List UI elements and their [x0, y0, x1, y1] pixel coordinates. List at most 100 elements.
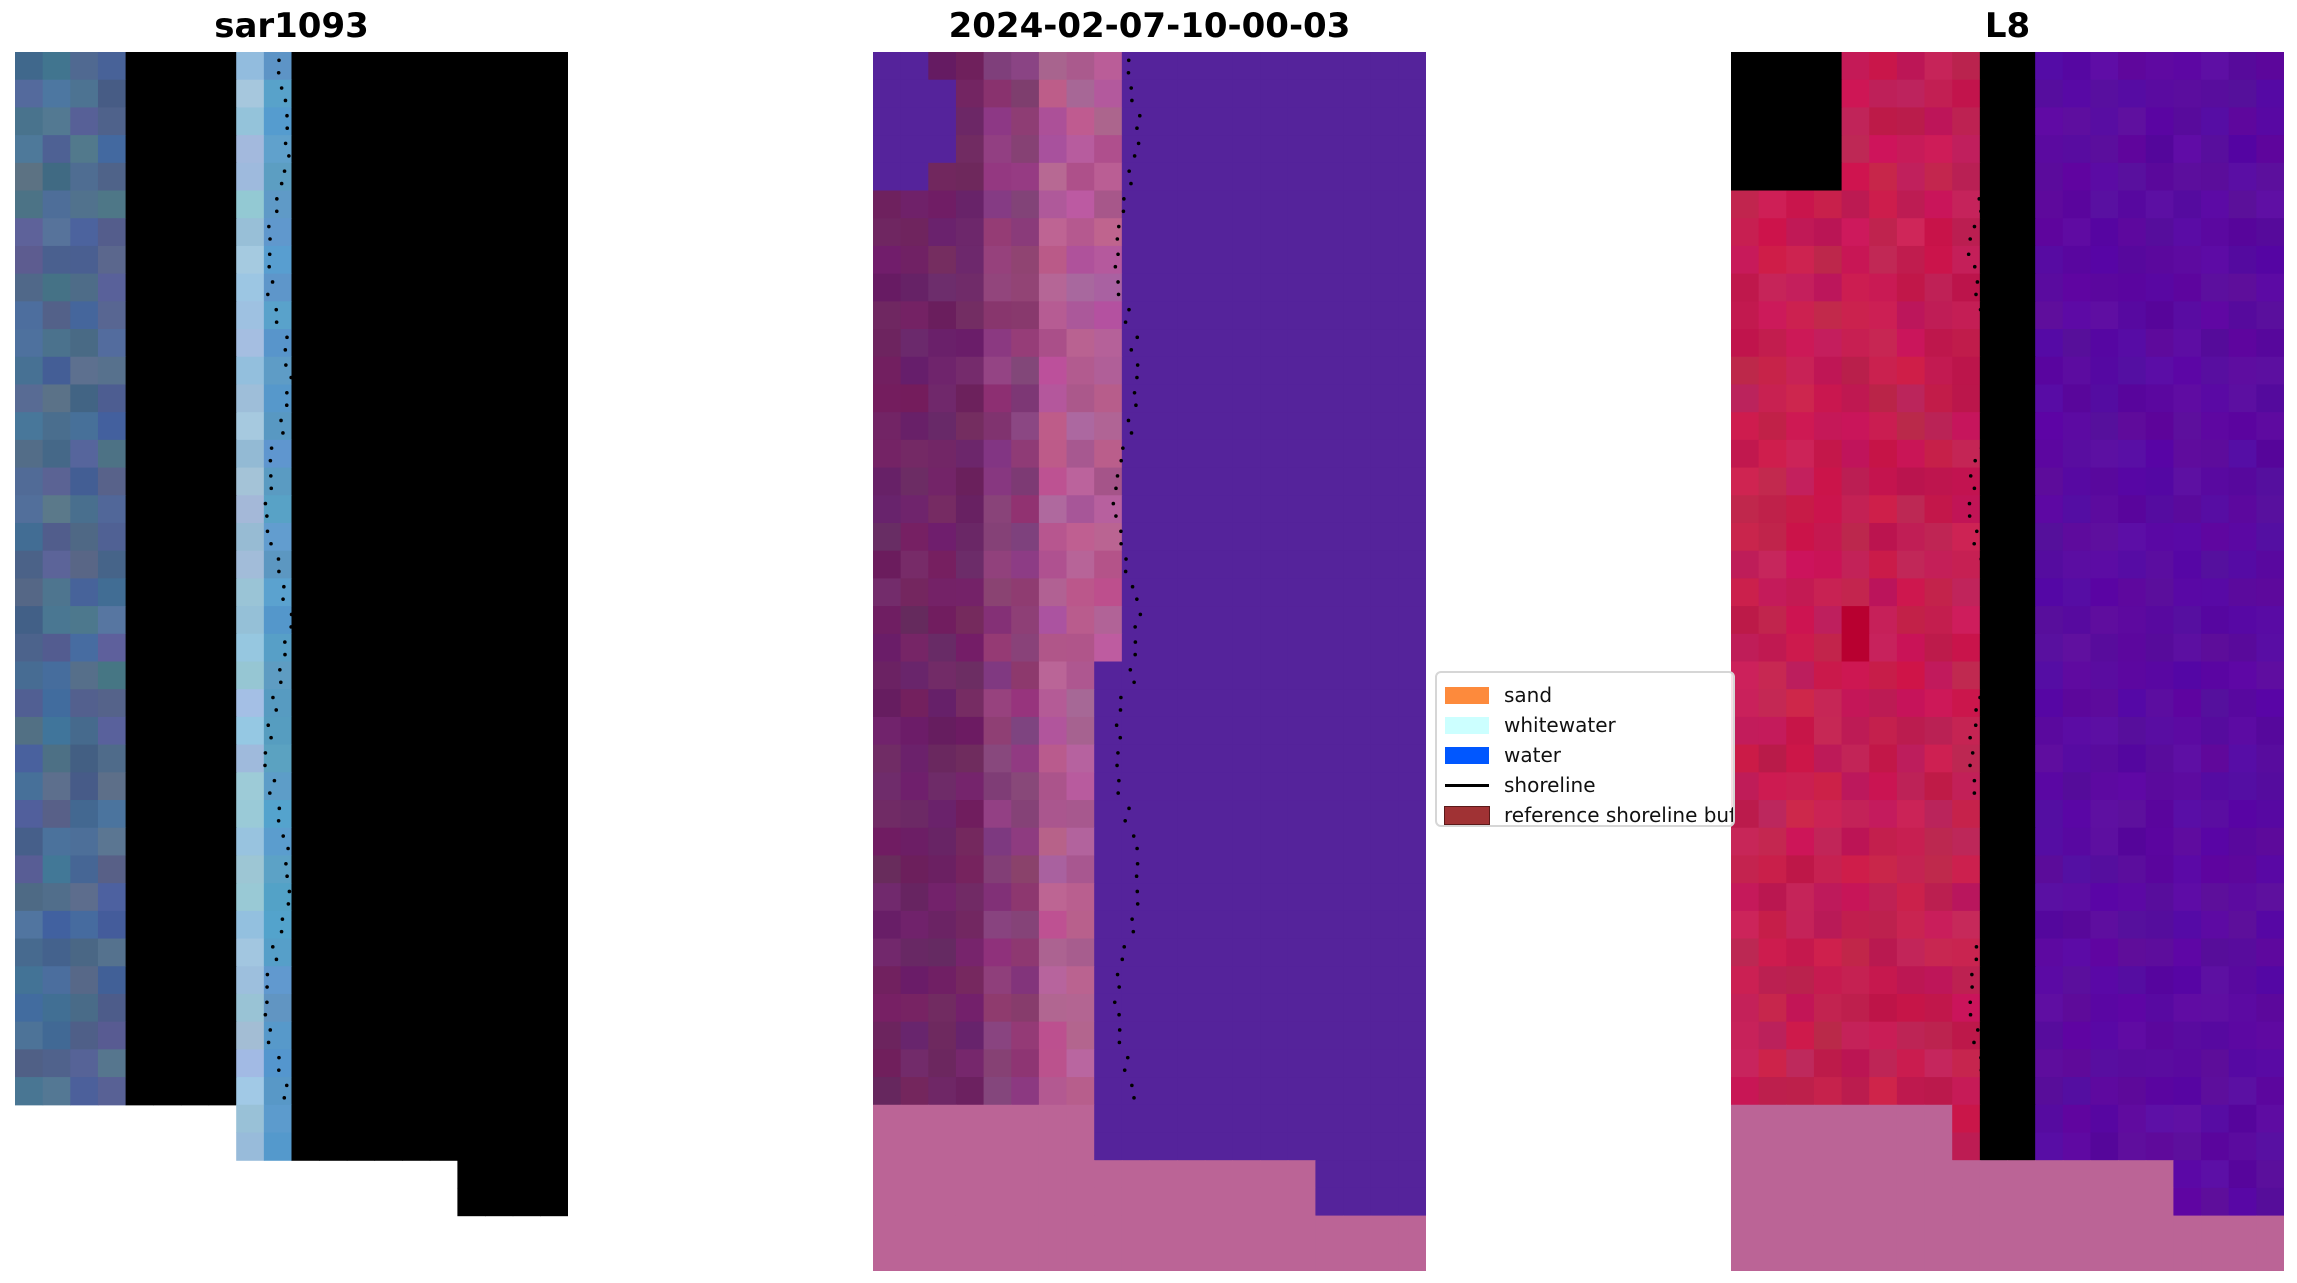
raster-pixel: [983, 52, 1012, 81]
raster-pixel: [485, 439, 514, 469]
raster-pixel: [1038, 883, 1068, 912]
raster-pixel: [457, 439, 486, 469]
raster-pixel: [2228, 301, 2257, 330]
raster-pixel: [1786, 855, 1815, 884]
shoreline-point: [1135, 902, 1140, 906]
shoreline-point: [1123, 569, 1128, 574]
raster-pixel: [1731, 467, 1760, 496]
raster-pixel: [2118, 439, 2147, 469]
raster-pixel: [180, 79, 210, 108]
raster-pixel: [1232, 218, 1261, 247]
raster-pixel: [1896, 550, 1926, 579]
raster-pixel: [1232, 273, 1261, 302]
shoreline-point: [1129, 86, 1133, 90]
raster-pixel: [2145, 1077, 2174, 1106]
shoreline-point: [1990, 363, 1995, 367]
raster-pixel: [42, 910, 71, 940]
raster-pixel: [1149, 135, 1178, 164]
raster-pixel: [1287, 772, 1316, 801]
raster-pixel: [928, 938, 957, 967]
raster-pixel: [983, 772, 1012, 801]
raster-pixel: [2201, 550, 2230, 579]
raster-pixel: [1979, 329, 2009, 358]
raster-pixel: [291, 384, 320, 413]
raster-pixel: [429, 800, 458, 829]
raster-pixel: [2201, 135, 2230, 164]
raster-pixel: [2201, 301, 2230, 330]
raster-pixel: [873, 1021, 902, 1050]
raster-pixel: [1177, 135, 1206, 164]
raster-pixel: [1177, 716, 1206, 746]
raster-pixel: [2145, 79, 2174, 108]
raster-pixel: [208, 606, 237, 635]
raster-pixel: [2035, 273, 2064, 302]
raster-pixel: [1011, 384, 1040, 413]
raster-pixel: [1896, 1160, 1926, 1189]
raster-pixel: [2035, 522, 2064, 552]
raster-pixel: [2228, 384, 2257, 413]
raster-pixel: [374, 1077, 403, 1106]
raster-pixel: [1758, 883, 1787, 912]
raster-pixel: [2035, 772, 2064, 801]
raster-pixel: [263, 439, 293, 469]
raster-pixel: [1094, 827, 1123, 857]
raster-pixel: [2007, 1215, 2036, 1244]
raster-pixel: [2062, 1021, 2092, 1050]
raster-pixel: [1952, 190, 1981, 219]
raster-pixel: [1066, 1187, 1095, 1217]
raster-pixel: [15, 384, 44, 413]
raster-pixel: [1869, 1243, 1898, 1271]
raster-pixel: [2007, 107, 2036, 136]
raster-pixel: [2256, 633, 2284, 663]
legend-label-whitewater: whitewater: [1504, 713, 1616, 737]
raster-pixel: [319, 716, 348, 746]
raster-pixel: [983, 883, 1012, 912]
raster-pixel: [125, 578, 154, 607]
raster-pixel: [2145, 993, 2174, 1023]
raster-pixel: [15, 301, 44, 330]
raster-pixel: [1896, 993, 1926, 1023]
raster-pixel: [208, 52, 237, 81]
raster-pixel: [983, 467, 1012, 496]
raster-pixel: [1731, 1077, 1760, 1106]
raster-pixel: [1343, 52, 1372, 81]
raster-pixel: [402, 1104, 431, 1134]
shoreline-point: [287, 889, 292, 894]
raster-pixel: [1066, 162, 1095, 192]
raster-pixel: [2228, 1243, 2257, 1271]
raster-pixel: [1177, 467, 1206, 496]
raster-pixel: [1121, 883, 1151, 912]
raster-pixel: [291, 661, 320, 690]
shoreline-point: [263, 1012, 268, 1017]
raster-pixel: [1011, 966, 1040, 995]
raster-pixel: [1398, 1160, 1426, 1189]
raster-pixel: [1315, 329, 1344, 358]
raster-pixel: [2090, 273, 2119, 302]
raster-pixel: [42, 245, 71, 275]
raster-pixel: [2173, 495, 2202, 524]
raster-pixel: [1731, 578, 1760, 607]
raster-pixel: [1315, 993, 1344, 1023]
raster-pixel: [1343, 329, 1372, 358]
raster-pixel: [1204, 1021, 1234, 1050]
raster-pixel: [15, 689, 44, 718]
raster-pixel: [1343, 439, 1372, 469]
raster-pixel: [1260, 356, 1289, 386]
raster-pixel: [291, 495, 320, 524]
raster-pixel: [873, 1160, 902, 1189]
raster-pixel: [1315, 522, 1344, 552]
raster-pixel: [153, 993, 182, 1023]
raster-pixel: [1896, 772, 1926, 801]
raster-pixel: [1731, 772, 1760, 801]
raster-pixel: [70, 606, 99, 635]
raster-pixel: [2256, 218, 2284, 247]
raster-pixel: [263, 384, 293, 413]
shoreline-point: [1115, 763, 1119, 768]
raster-pixel: [2256, 384, 2284, 413]
raster-pixel: [1038, 1132, 1068, 1161]
raster-pixel: [873, 827, 902, 857]
raster-pixel: [1841, 1187, 1870, 1217]
raster-pixel: [42, 800, 71, 829]
shoreline-point: [1988, 403, 1993, 408]
raster-pixel: [457, 135, 486, 164]
